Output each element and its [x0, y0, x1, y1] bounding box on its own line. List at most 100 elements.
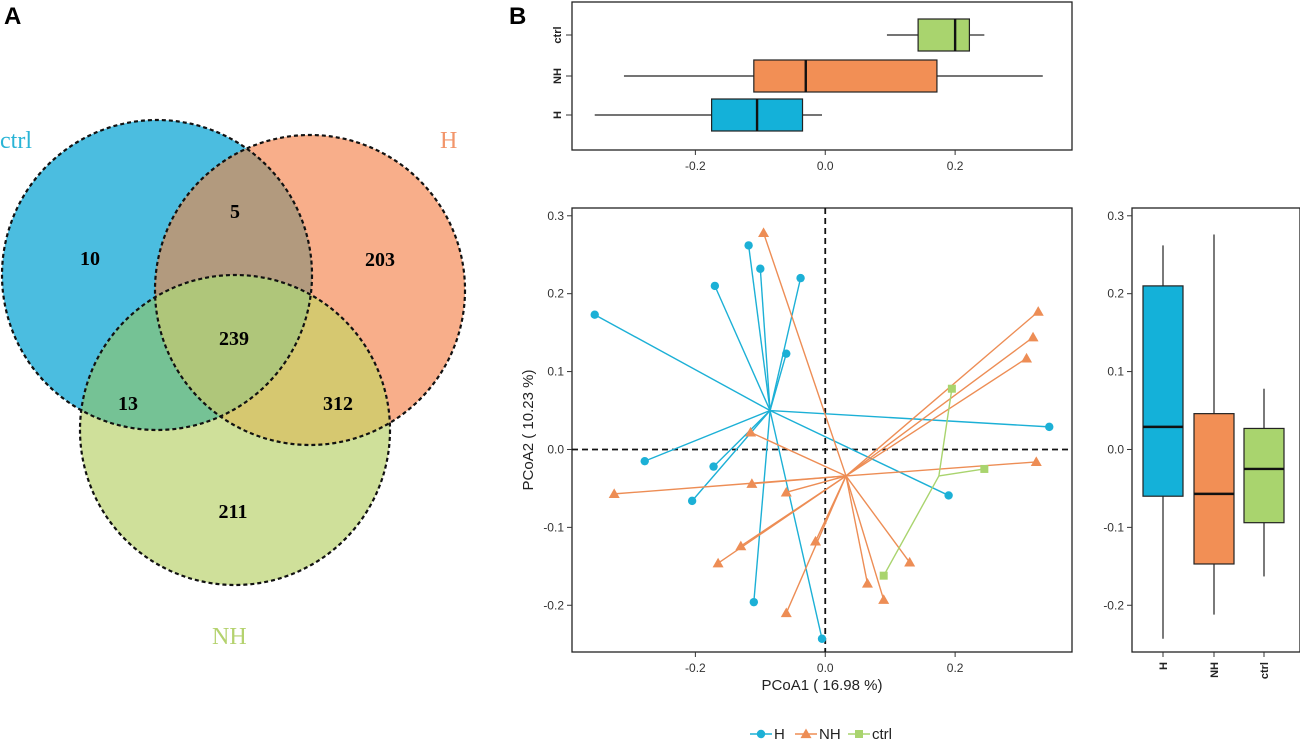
- right-ytick-label: -0.2: [1103, 598, 1124, 612]
- spider-line-h: [769, 409, 949, 497]
- point-nh: [861, 577, 873, 588]
- point-ctrl: [980, 464, 989, 473]
- point-h: [590, 310, 599, 319]
- spider-line-nh: [845, 357, 1027, 477]
- spider-line-ctrl: [938, 388, 953, 477]
- scatter-ytick-label: 0.3: [547, 209, 564, 223]
- point-nh: [780, 486, 792, 497]
- point-h: [756, 264, 765, 273]
- scatter-frame: [571, 207, 1073, 653]
- venn-diagram: ctrl H NH 10 203 5 239 13 312 211: [0, 118, 467, 650]
- spider-line-h: [759, 268, 771, 411]
- scatter-ytick-label: 0.2: [547, 287, 564, 301]
- point-h: [687, 496, 697, 506]
- venn-outline-h: [153, 133, 467, 447]
- point-h: [709, 462, 718, 471]
- top-ytick-label-NH: NH: [552, 68, 564, 84]
- scatter-ytick-label: -0.2: [543, 598, 564, 612]
- top-xtick-label: 0.2: [947, 159, 964, 173]
- scatter-xtick-label: -0.2: [685, 661, 706, 675]
- legend-marker-nh: [800, 728, 812, 739]
- point-h: [1045, 422, 1054, 432]
- venn-count-nh-only: 211: [219, 501, 248, 523]
- point-h: [710, 281, 720, 291]
- spider-line-nh: [814, 475, 847, 542]
- spider-line-nh: [762, 232, 847, 477]
- point-nh: [745, 426, 757, 437]
- point-nh: [1032, 306, 1044, 316]
- legend-label-h: H: [774, 726, 785, 743]
- top-ytick-label-ctrl: ctrl: [552, 26, 564, 43]
- spider-line-nh: [786, 475, 847, 493]
- point-nh: [904, 556, 916, 567]
- spider-line-nh: [750, 431, 847, 477]
- venn-label-h: H: [440, 128, 457, 154]
- right-ytick-label: -0.1: [1103, 520, 1124, 534]
- pcoa-scatter: -0.2 0.0 0.2 -0.2 -0.1 0.0 0.1 0.2 0.3 PCoA1 ( 1…: [520, 207, 1073, 694]
- right-boxplot-frame: [1131, 207, 1300, 653]
- scatter-y-title: PCoA2 ( 10.23 %): [520, 370, 537, 491]
- legend-marker-ctrl: [855, 730, 863, 738]
- right-ytick-label: 0.1: [1107, 365, 1124, 379]
- spider-line-h: [770, 409, 1050, 428]
- point-nh: [1021, 352, 1033, 363]
- point-ctrl: [879, 571, 888, 580]
- spider-line-nh: [845, 475, 869, 584]
- top-ytick-label-H: H: [552, 111, 564, 119]
- point-h: [782, 349, 791, 358]
- point-h: [817, 634, 827, 643]
- point-h: [640, 456, 649, 466]
- right-xtick-label-ctrl: ctrl: [1259, 662, 1271, 679]
- point-nh: [1030, 456, 1042, 467]
- right-boxplot: H NH ctrl -0.2 -0.1 0.0 0.1 0.2 0.3: [1103, 207, 1300, 679]
- spider-line-h: [714, 285, 771, 411]
- spider-line-nh: [845, 336, 1034, 477]
- spider-line-h: [769, 353, 787, 411]
- top-boxplot: ctrl NH H -0.2 0.0 0.2: [552, 1, 1073, 173]
- spider-line-ctrl: [938, 468, 985, 477]
- right-box-H: [1142, 285, 1184, 497]
- point-h: [744, 241, 753, 250]
- scatter-xtick-label: 0.2: [947, 661, 964, 675]
- legend: H NH ctrl: [750, 726, 892, 743]
- spider-line-nh: [845, 311, 1039, 477]
- point-h: [944, 491, 953, 500]
- spider-line-nh: [751, 475, 847, 485]
- right-xtick-label-H: H: [1158, 662, 1170, 670]
- spider-line-nh: [845, 475, 911, 563]
- point-nh: [758, 227, 770, 238]
- venn-label-ctrl: ctrl: [0, 128, 32, 154]
- point-h: [749, 597, 759, 607]
- venn-count-h-nh: 312: [323, 393, 353, 415]
- scatter-xtick-label: 0.0: [817, 661, 834, 675]
- venn-count-ctrl-h: 5: [230, 201, 240, 223]
- top-xtick-label: 0.0: [817, 159, 834, 173]
- point-ctrl: [947, 384, 956, 393]
- spider-line-nh: [845, 475, 885, 601]
- spider-line-h: [747, 245, 771, 411]
- venn-count-all: 239: [219, 328, 249, 350]
- point-nh: [608, 488, 620, 498]
- point-nh: [712, 557, 724, 568]
- scatter-x-title: PCoA1 ( 16.98 %): [762, 677, 883, 694]
- scatter-ytick-label: 0.0: [547, 442, 564, 456]
- panel-label-a: A: [4, 3, 21, 30]
- right-xtick-label-NH: NH: [1209, 662, 1221, 678]
- venn-outline-ctrl: [0, 118, 314, 432]
- top-box-ctrl: [917, 18, 971, 52]
- right-ytick-label: 0.2: [1107, 287, 1124, 301]
- venn-label-nh: NH: [212, 624, 247, 650]
- spider-line-nh: [845, 461, 1037, 477]
- right-ytick-label: 0.3: [1107, 209, 1124, 223]
- legend-marker-h: [756, 729, 766, 739]
- panel-label-b: B: [509, 3, 526, 30]
- top-xtick-label: -0.2: [685, 159, 706, 173]
- top-box-NH: [753, 59, 938, 93]
- spider-line-h: [594, 314, 771, 412]
- spider-line-h: [769, 277, 802, 411]
- point-nh: [780, 607, 792, 618]
- point-nh: [735, 540, 747, 551]
- point-nh: [810, 535, 822, 546]
- spider-line-h: [769, 410, 823, 639]
